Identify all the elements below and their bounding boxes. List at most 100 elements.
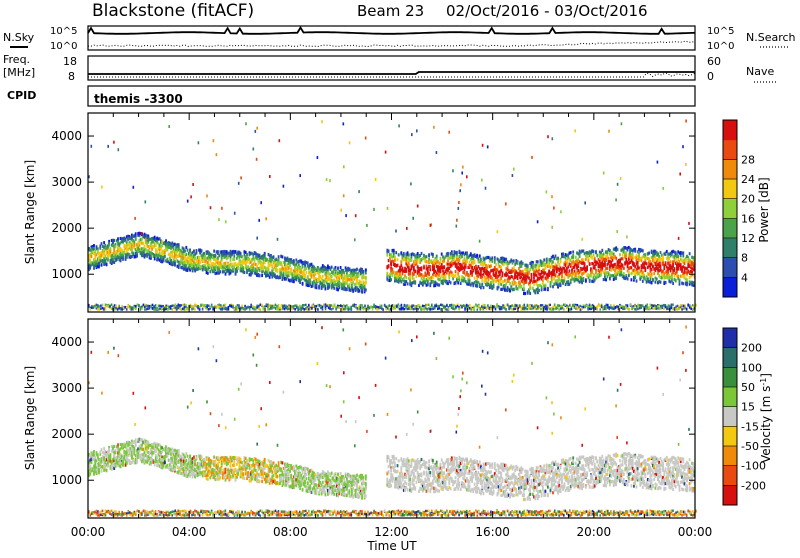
data-cell — [546, 258, 548, 261]
data-cell — [209, 259, 211, 262]
data-cell — [349, 308, 351, 310]
data-cell — [569, 269, 571, 272]
data-cell — [451, 307, 453, 309]
data-cell — [477, 305, 479, 307]
data-cell — [343, 308, 345, 310]
data-cell — [624, 306, 626, 308]
data-cell — [358, 308, 360, 310]
data-cell — [428, 272, 430, 275]
data-cell — [279, 307, 281, 309]
data-cell — [398, 253, 400, 256]
data-cell — [659, 308, 661, 310]
data-cell — [405, 270, 407, 273]
data-cell — [609, 308, 611, 310]
data-cell — [101, 263, 103, 266]
data-cell — [269, 308, 271, 310]
data-cell — [111, 308, 113, 310]
data-cell — [144, 245, 146, 248]
data-cell — [398, 303, 400, 305]
data-cell — [589, 263, 591, 266]
data-cell — [132, 306, 134, 308]
freq-bottom-tick: 8 — [68, 70, 75, 83]
data-cell — [671, 304, 673, 306]
data-cell — [103, 308, 105, 310]
data-cell — [565, 304, 567, 306]
data-cell — [595, 250, 597, 253]
data-cell — [663, 304, 665, 306]
data-cell — [110, 250, 112, 253]
data-cell — [91, 255, 93, 258]
data-cell — [285, 305, 287, 307]
data-cell — [131, 308, 133, 310]
data-cell — [640, 307, 642, 309]
data-cell — [208, 308, 210, 310]
cpid-strip: CPID themis -3300 — [7, 86, 695, 106]
data-cell — [471, 266, 473, 269]
data-cell — [271, 264, 273, 267]
data-cell — [294, 304, 296, 306]
data-cell — [319, 304, 321, 306]
data-cell — [134, 244, 136, 247]
data-cell — [637, 304, 639, 306]
data-cell — [447, 252, 449, 255]
data-cell — [162, 305, 164, 307]
data-cell — [486, 308, 488, 310]
data-cell — [276, 305, 278, 307]
data-cell — [619, 305, 621, 307]
data-cell — [233, 255, 235, 258]
data-cell — [578, 305, 580, 307]
data-cell — [153, 308, 155, 310]
data-cell — [508, 305, 510, 307]
data-cell — [543, 306, 545, 308]
data-cell — [392, 268, 394, 271]
data-cell — [677, 308, 679, 310]
data-cell — [365, 288, 367, 291]
data-cell — [150, 305, 152, 307]
data-cell — [545, 308, 547, 310]
data-cell — [108, 305, 110, 307]
data-cell — [675, 308, 677, 310]
data-cell — [179, 304, 181, 306]
data-cell — [495, 308, 497, 310]
data-cell — [434, 304, 436, 306]
data-cell — [407, 308, 409, 310]
data-cell — [372, 308, 374, 310]
data-cell — [302, 304, 304, 306]
data-cell — [325, 287, 327, 290]
data-cell — [191, 308, 193, 310]
data-cell — [198, 257, 200, 260]
data-cell — [282, 305, 284, 307]
data-cell — [623, 267, 625, 270]
data-cell — [651, 304, 653, 306]
data-cell — [525, 307, 527, 309]
data-cell — [499, 306, 501, 308]
data-cell — [601, 305, 603, 307]
data-cell — [411, 256, 413, 259]
data-cell — [308, 304, 310, 306]
data-cell — [102, 307, 104, 309]
data-cell — [428, 307, 430, 309]
data-cell — [636, 305, 638, 307]
data-cell — [464, 305, 466, 307]
data-cell — [278, 307, 280, 309]
data-cell — [267, 308, 269, 310]
data-cell — [293, 280, 295, 283]
data-cell — [261, 274, 263, 277]
data-cell — [533, 307, 535, 309]
data-cell — [531, 276, 533, 279]
data-cell — [527, 265, 529, 268]
data-cell — [109, 305, 111, 307]
data-cell — [135, 308, 137, 310]
data-cell — [663, 308, 665, 310]
data-cell — [217, 250, 219, 253]
data-cell — [574, 304, 576, 306]
data-cell — [360, 308, 362, 310]
data-cell — [106, 263, 108, 266]
data-cell — [369, 307, 371, 309]
nave-bottom-tick: 0 — [707, 70, 714, 83]
data-cell — [361, 304, 363, 306]
data-cell — [548, 307, 550, 309]
data-cell — [176, 308, 178, 310]
data-cell — [580, 308, 582, 310]
data-cell — [491, 260, 493, 263]
